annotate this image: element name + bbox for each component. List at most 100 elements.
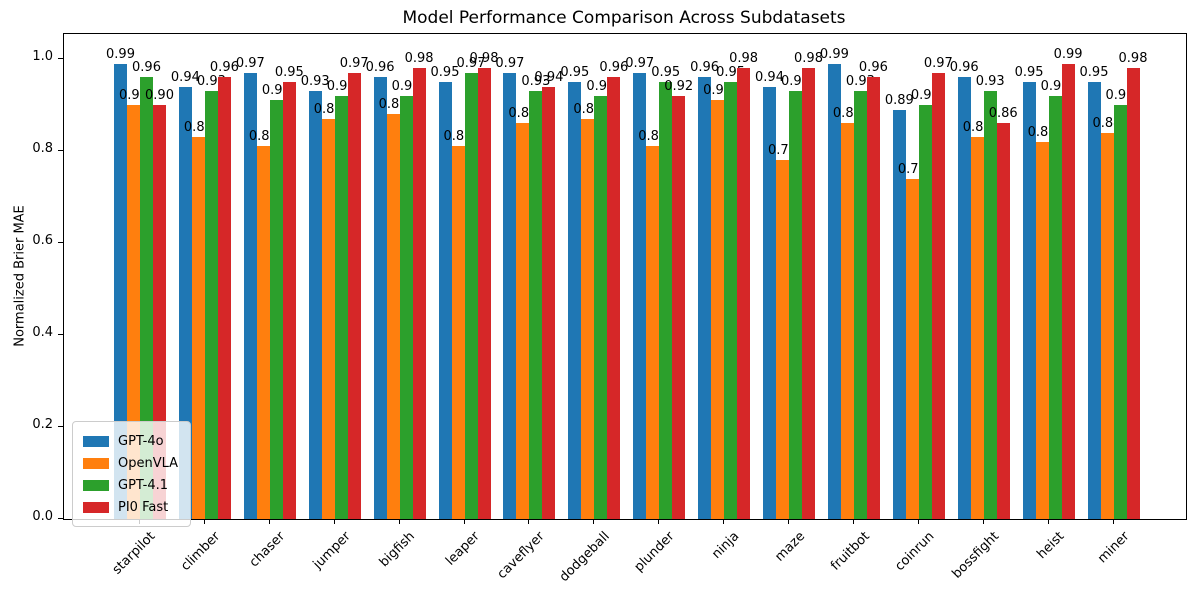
bar-value-label: 0.98 [469, 51, 499, 67]
bar-heist-pi0-fast [1061, 63, 1075, 519]
bar-value-label: 0.97 [495, 55, 525, 71]
bar-value-label: 0.96 [599, 60, 629, 76]
bar-value-label: 0.94 [755, 69, 784, 85]
bar-fruitbot-gpt-4o [827, 63, 841, 519]
x-axis-tick-label-leaper: leaper [443, 529, 484, 569]
bar-miner-gpt-4o [1087, 82, 1101, 519]
bar-value-label: 0.93 [521, 74, 551, 90]
bar-fruitbot-gpt-4-1 [853, 91, 867, 519]
bar-value-label: 0.95 [1014, 65, 1044, 80]
bar-starpilot-gpt-4-1 [140, 77, 153, 519]
bar-leaper-gpt-4-1 [464, 72, 478, 519]
bar-bigfish-pi0-fast [412, 68, 426, 519]
y-axis-tick-label: 0.0 [32, 509, 53, 524]
y-axis-tick-label: 0.8 [32, 141, 53, 156]
x-axis-tick-label-bigfish: bigfish [376, 529, 419, 571]
legend-label: PI0 Fast [118, 499, 169, 515]
x-axis-tick-label-ninja: ninja [709, 529, 743, 563]
bar-value-label: 0.98 [729, 51, 759, 67]
bar-caveflyer-pi0-fast [542, 86, 556, 519]
x-axis-tick [658, 519, 660, 524]
bar-dodgeball-gpt-4-1 [594, 95, 608, 519]
bar-value-label: 0.97 [923, 55, 953, 71]
bar-value-label: 0.95 [560, 65, 590, 80]
bar-caveflyer-gpt-4o [503, 72, 517, 519]
bar-bigfish-openvla [386, 114, 400, 519]
y-axis-tick [58, 57, 63, 59]
x-axis-tick-label-bossfight: bossfight [949, 529, 1003, 582]
bar-value-label: 0.97 [235, 55, 265, 71]
bar-value-label: 0.95 [651, 65, 681, 80]
bar-coinrun-pi0-fast [931, 72, 945, 519]
bar-miner-gpt-4-1 [1113, 105, 1127, 519]
bar-heist-openvla [1035, 141, 1049, 519]
bar-value-label: 0.97 [339, 55, 369, 71]
bar-maze-openvla [776, 160, 789, 519]
bar-jumper-pi0-fast [347, 72, 361, 519]
bar-plunder-openvla [646, 146, 660, 519]
bar-value-label: 0.96 [858, 60, 888, 76]
x-axis-tick [333, 519, 335, 524]
bar-caveflyer-gpt-4-1 [529, 91, 543, 519]
x-axis-tick-label-chaser: chaser [247, 529, 289, 571]
bar-value-label: 0.94 [170, 69, 200, 85]
bar-maze-gpt-4-1 [789, 91, 802, 519]
bar-value-label: 0.97 [625, 55, 655, 71]
bar-value-label: 0.96 [949, 60, 979, 76]
legend-swatch-gpt-4-1 [83, 479, 109, 491]
bar-jumper-openvla [321, 118, 335, 519]
x-axis-tick [1112, 519, 1114, 524]
bar-ninja-gpt-4-1 [724, 82, 738, 519]
bar-value-label: 0.93 [300, 74, 330, 90]
bar-dodgeball-pi0-fast [607, 77, 621, 519]
x-axis-tick-label-jumper: jumper [310, 529, 354, 573]
x-axis-tick-label-heist: heist [1034, 529, 1068, 563]
legend-label: GPT-4.1 [118, 477, 169, 493]
bar-value-label: 0.97 [456, 55, 486, 71]
bar-value-label: 0.99 [106, 46, 135, 62]
bar-caveflyer-openvla [516, 123, 530, 519]
bar-leaper-pi0-fast [477, 68, 491, 519]
bar-starpilot-gpt-4o [114, 63, 127, 519]
y-axis-tick [58, 425, 63, 427]
x-axis-tick [788, 519, 789, 524]
x-axis-tick [398, 519, 400, 524]
legend-item-gpt-4o: GPT-4o [83, 430, 178, 452]
bar-chaser-gpt-4-1 [269, 100, 283, 519]
x-axis-tick [982, 519, 984, 524]
bar-value-label: 0.95 [1079, 65, 1109, 80]
bar-ninja-gpt-4o [698, 77, 712, 519]
bar-value-label: 0.95 [274, 65, 304, 80]
bar-dodgeball-openvla [581, 118, 595, 519]
bar-plunder-gpt-4o [633, 72, 647, 519]
bar-chaser-gpt-4o [243, 72, 257, 519]
bar-fruitbot-pi0-fast [866, 77, 880, 519]
bar-chaser-pi0-fast [282, 82, 296, 519]
y-axis-tick-label: 0.6 [32, 233, 53, 248]
x-axis-tick [852, 519, 854, 524]
bar-value-label: 0.96 [690, 60, 720, 76]
x-axis-tick [203, 519, 205, 524]
bar-dodgeball-gpt-4o [568, 82, 582, 519]
bar-leaper-gpt-4o [438, 82, 452, 519]
legend-swatch-gpt-4o [83, 435, 109, 447]
bar-value-label: 0.99 [1053, 46, 1083, 62]
bar-heist-gpt-4o [1022, 82, 1036, 519]
bar-coinrun-openvla [905, 178, 919, 519]
bar-heist-gpt-4-1 [1048, 95, 1062, 519]
bar-bossfight-pi0-fast [996, 123, 1010, 519]
x-axis-tick-label-coinrun: coinrun [892, 529, 938, 575]
bar-value-label: 0.94 [534, 69, 564, 85]
bar-bossfight-gpt-4o [957, 77, 971, 519]
y-axis-tick [58, 517, 63, 519]
x-axis-tick [723, 519, 725, 524]
x-axis-tick-label-plunder: plunder [631, 529, 678, 575]
bar-value-label: 0.98 [1118, 51, 1148, 67]
bar-fruitbot-openvla [840, 123, 854, 519]
x-axis-tick [917, 519, 919, 524]
legend-swatch-pi0-fast [83, 501, 109, 513]
x-axis-tick-label-climber: climber [178, 529, 224, 575]
bar-value-label: 0.90 [145, 88, 174, 103]
y-axis-tick-label: 1.0 [32, 49, 53, 64]
